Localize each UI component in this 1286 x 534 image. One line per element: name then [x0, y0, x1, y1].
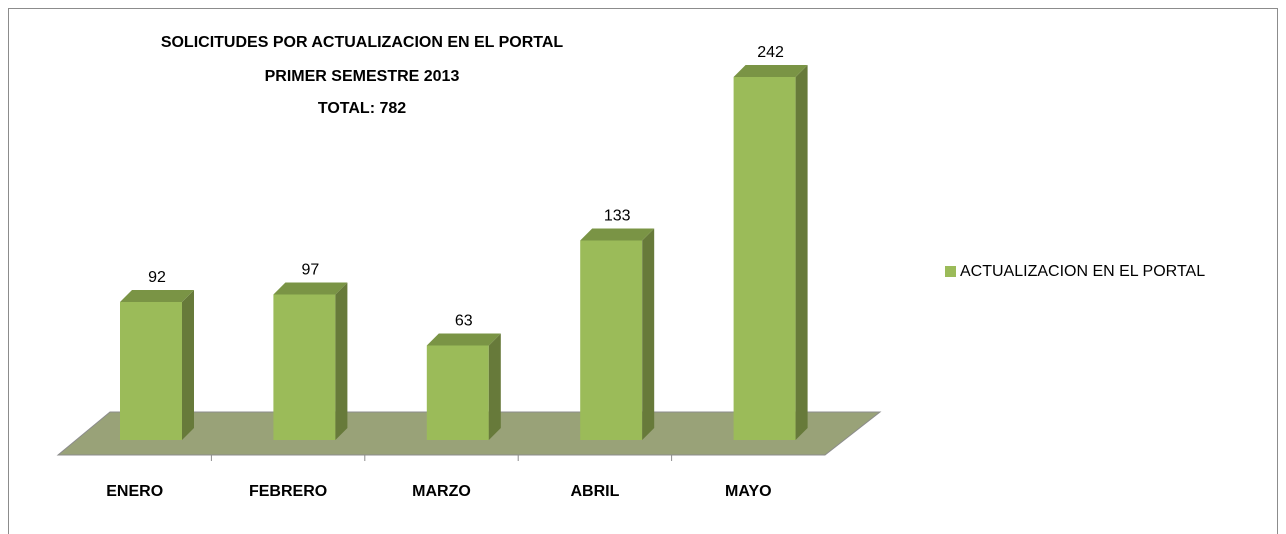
- chart-subtitle: PRIMER SEMESTRE 2013: [265, 68, 460, 85]
- data-label: 242: [757, 44, 784, 61]
- chart-subtitle: TOTAL: 782: [318, 100, 406, 117]
- chart-title: SOLICITUDES POR ACTUALIZACION EN EL PORT…: [161, 34, 564, 51]
- bar-top: [733, 65, 808, 77]
- x-tick-label: FEBRERO: [249, 483, 327, 500]
- bar-front: [273, 294, 336, 440]
- data-label: 97: [302, 262, 320, 279]
- bar-front: [426, 345, 489, 440]
- x-tick-label: ENERO: [106, 483, 163, 500]
- x-tick-label: ABRIL: [570, 483, 619, 500]
- bar-front: [580, 240, 643, 440]
- bar-side: [642, 228, 655, 440]
- legend-swatch: [945, 266, 956, 277]
- legend-label: ACTUALIZACION EN EL PORTAL: [960, 263, 1205, 280]
- data-label: 63: [455, 313, 473, 330]
- bar-side: [795, 65, 808, 440]
- x-tick-label: MARZO: [412, 483, 471, 500]
- bar-top: [120, 290, 194, 302]
- bar-front: [733, 77, 796, 440]
- data-label: 92: [148, 269, 166, 286]
- bar-top: [580, 228, 655, 241]
- bar-top: [426, 333, 501, 346]
- bar-front: [120, 302, 182, 440]
- bar-top: [273, 282, 348, 295]
- bar-side: [182, 290, 194, 440]
- bar-side: [335, 282, 348, 440]
- x-tick-label: MAYO: [725, 483, 772, 500]
- bar-side: [488, 333, 501, 440]
- data-label: 133: [604, 208, 631, 225]
